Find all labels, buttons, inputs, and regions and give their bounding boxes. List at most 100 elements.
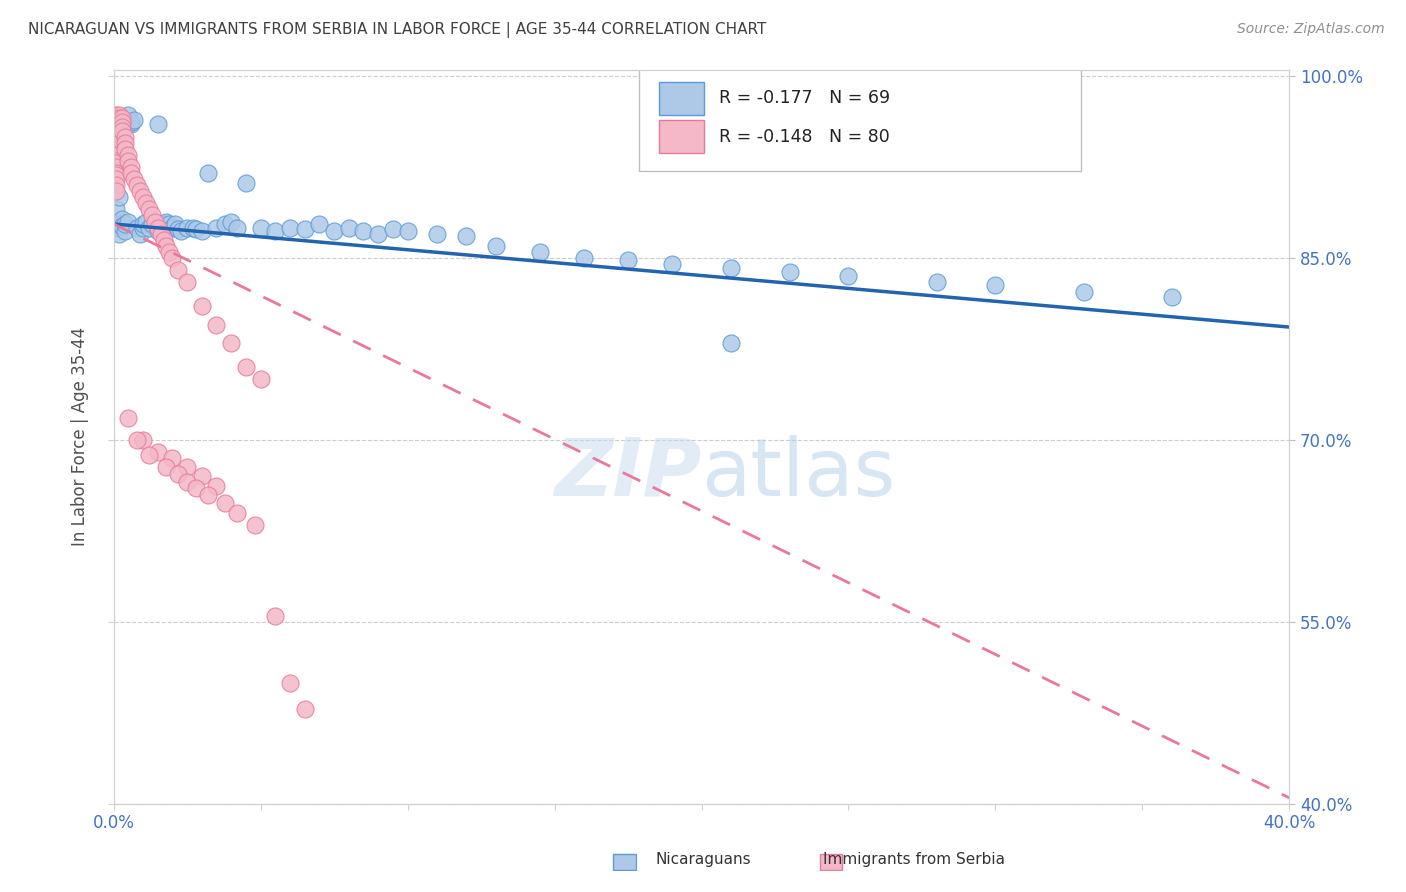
Point <box>105 148 128 162</box>
Point <box>117 153 139 168</box>
FancyBboxPatch shape <box>659 120 704 153</box>
Point <box>111 112 134 126</box>
Point <box>661 257 683 271</box>
Point <box>219 214 242 228</box>
Point <box>105 142 128 156</box>
Point <box>214 496 236 510</box>
Point <box>167 222 190 236</box>
Point <box>105 166 128 180</box>
Point <box>125 220 148 235</box>
Point <box>105 172 128 186</box>
Point <box>367 227 389 241</box>
Point <box>1160 290 1182 304</box>
Point <box>132 433 155 447</box>
Text: Nicaraguans: Nicaraguans <box>655 852 751 867</box>
Point <box>105 178 128 193</box>
Point <box>181 220 204 235</box>
Point <box>108 127 131 141</box>
Point <box>197 166 219 180</box>
Point <box>157 244 180 259</box>
Point <box>167 263 190 277</box>
Point <box>155 214 177 228</box>
Point <box>132 217 155 231</box>
Point <box>114 136 136 150</box>
Point <box>105 112 128 126</box>
Point <box>167 467 190 481</box>
Point <box>120 115 142 129</box>
Point <box>176 220 198 235</box>
Point <box>381 222 404 236</box>
Point <box>162 251 184 265</box>
Point <box>132 190 155 204</box>
Point <box>243 517 266 532</box>
Point <box>925 275 948 289</box>
Point <box>111 120 134 134</box>
Text: R = -0.177   N = 69: R = -0.177 N = 69 <box>718 89 890 107</box>
Point <box>146 220 169 235</box>
Point <box>117 148 139 162</box>
Point <box>105 202 128 217</box>
Point <box>117 108 139 122</box>
Point <box>235 360 257 375</box>
Point <box>165 217 187 231</box>
Point <box>122 112 145 127</box>
Point <box>105 160 128 174</box>
Point <box>226 220 249 235</box>
Point <box>105 132 128 146</box>
Point <box>176 475 198 490</box>
Point <box>135 214 157 228</box>
Point <box>426 227 449 241</box>
Point <box>249 372 271 386</box>
Point <box>117 118 139 132</box>
Point <box>108 227 131 241</box>
Point <box>105 129 128 144</box>
Point <box>120 166 142 180</box>
Point <box>108 132 131 146</box>
Point <box>143 214 166 228</box>
Point <box>105 220 128 235</box>
Point <box>176 275 198 289</box>
Point <box>184 482 207 496</box>
Point <box>294 222 316 236</box>
Point <box>226 506 249 520</box>
Point <box>214 217 236 231</box>
Point <box>117 411 139 425</box>
Text: atlas: atlas <box>702 434 896 513</box>
Point <box>184 222 207 236</box>
Point <box>617 253 640 268</box>
Point <box>149 227 172 241</box>
Point <box>162 451 184 466</box>
Point <box>105 184 128 198</box>
Point <box>105 108 128 122</box>
Point <box>105 156 128 170</box>
Bar <box>613 854 636 870</box>
Point <box>155 239 177 253</box>
Point <box>149 220 172 235</box>
Point <box>396 224 419 238</box>
Point <box>108 108 131 122</box>
Point <box>105 169 128 183</box>
Point <box>108 120 131 134</box>
Point <box>141 217 163 231</box>
Point <box>294 702 316 716</box>
Point <box>105 120 128 134</box>
Point <box>235 176 257 190</box>
Point <box>152 217 174 231</box>
Point <box>135 196 157 211</box>
Point <box>125 433 148 447</box>
Point <box>984 277 1007 292</box>
Point <box>190 469 212 483</box>
Point <box>205 220 228 235</box>
Point <box>141 209 163 223</box>
Point <box>108 129 131 144</box>
Point <box>146 118 169 132</box>
Point <box>105 118 128 132</box>
Point <box>190 224 212 238</box>
Point <box>129 184 152 198</box>
Point <box>114 142 136 156</box>
Point <box>176 459 198 474</box>
Point <box>837 269 859 284</box>
Point <box>129 227 152 241</box>
Point <box>155 459 177 474</box>
Point <box>108 217 131 231</box>
